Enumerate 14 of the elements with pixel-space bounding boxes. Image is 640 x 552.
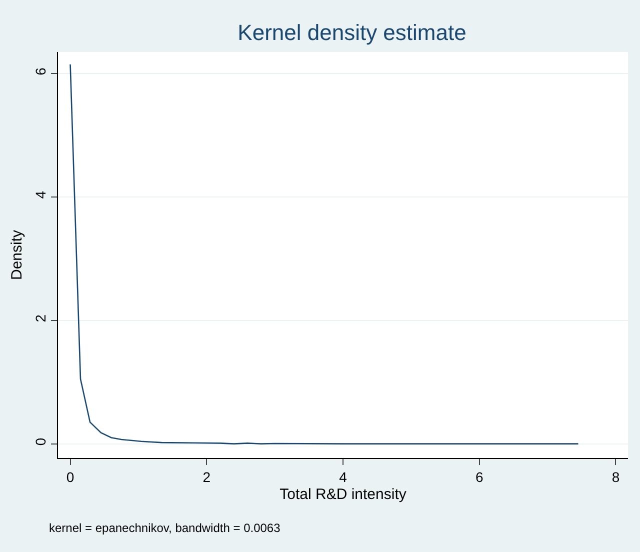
y-tick-label: 0 — [32, 438, 48, 446]
x-tick-label: 0 — [66, 468, 74, 485]
x-tick-label: 4 — [339, 468, 348, 485]
x-axis-title: Total R&D intensity — [280, 486, 407, 503]
x-tick-label: 2 — [202, 468, 211, 485]
y-tick-label: 6 — [32, 67, 48, 76]
y-tick-label: 2 — [32, 314, 48, 322]
y-axis-title: Density — [8, 230, 26, 280]
y-tick-label: 4 — [32, 190, 48, 199]
x-tick-label: 8 — [612, 468, 620, 485]
x-tick-label: 6 — [475, 468, 484, 485]
chart-title: Kernel density estimate — [238, 20, 466, 46]
text: kernel = epanechnikov, bandwidth = 0.0063 — [49, 521, 281, 535]
line-series — [70, 64, 579, 444]
